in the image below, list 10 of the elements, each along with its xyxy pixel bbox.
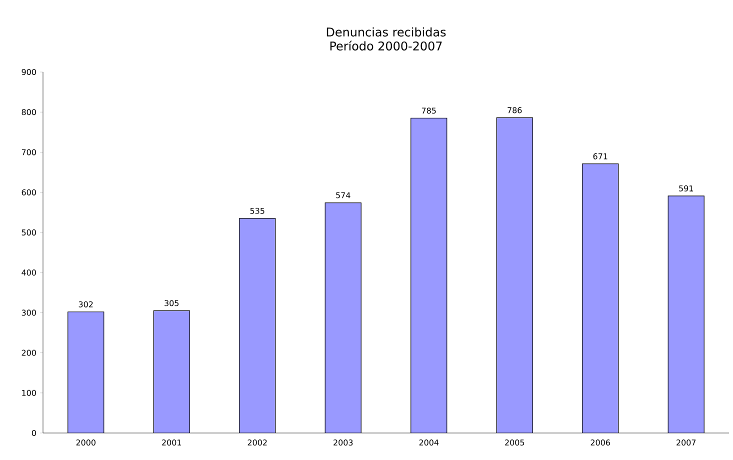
chart-subtitle: Período 2000-2007 xyxy=(330,40,442,51)
bar xyxy=(68,312,104,433)
bar xyxy=(325,202,362,433)
bar xyxy=(410,118,447,433)
bar xyxy=(496,118,533,433)
bar xyxy=(239,218,276,433)
chart-title: Denuncias recibidas xyxy=(326,27,446,37)
bar xyxy=(582,164,618,433)
bar xyxy=(668,196,704,433)
bar xyxy=(154,310,190,433)
